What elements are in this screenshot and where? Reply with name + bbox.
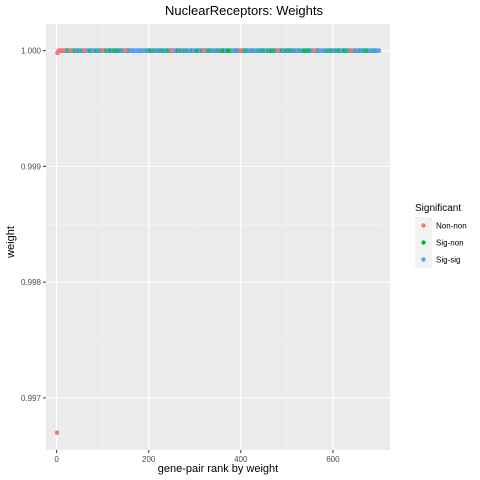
x-tick-label: 400 — [234, 455, 248, 464]
legend-key-marker — [421, 257, 426, 262]
y-axis-title: weight — [5, 226, 17, 259]
data-point-non-non — [123, 48, 128, 53]
data-points — [54, 48, 382, 435]
y-axis-ticks: 0.997 0.998 0.999 1.000 — [21, 47, 46, 403]
legend-key-marker — [421, 240, 426, 245]
data-point-non-non — [275, 48, 280, 53]
x-axis-title: gene-pair rank by weight — [158, 463, 278, 475]
data-point-non-non — [58, 48, 63, 53]
data-point-non-non — [61, 48, 66, 53]
x-tick-label: 0 — [54, 455, 59, 464]
legend-entries: Non-non Sig-non Sig-sig — [415, 217, 467, 268]
data-point-non-non — [349, 48, 354, 53]
x-axis-ticks: 0 200 400 600 — [54, 450, 340, 464]
legend-key-marker — [421, 223, 426, 228]
legend-label: Sig-sig — [436, 256, 460, 265]
data-point-sig-sig — [376, 48, 382, 53]
data-point-non-non — [68, 48, 73, 53]
data-point-non-non — [54, 430, 60, 435]
data-point-non-non — [312, 48, 317, 53]
x-tick-label: 600 — [326, 455, 340, 464]
chart-title: NuclearReceptors: Weights — [165, 3, 323, 18]
legend-title: Significant — [415, 203, 461, 214]
data-point-non-non — [238, 48, 243, 53]
x-tick-label: 200 — [142, 455, 156, 464]
data-point-non-non — [201, 48, 207, 53]
grid-lines — [46, 24, 390, 450]
legend-label: Non-non — [436, 222, 467, 231]
legend: Significant Non-non Sig-non Sig-sig — [415, 203, 467, 268]
y-tick-label: 0.999 — [21, 162, 42, 171]
data-point-non-non — [169, 48, 174, 53]
legend-label: Sig-non — [436, 239, 464, 248]
data-point-non-non — [100, 48, 105, 53]
y-tick-label: 0.997 — [21, 394, 42, 403]
data-point-non-non — [82, 48, 87, 53]
y-tick-label: 0.998 — [21, 278, 42, 287]
y-tick-label: 1.000 — [21, 47, 42, 56]
plot-panel — [46, 24, 390, 450]
